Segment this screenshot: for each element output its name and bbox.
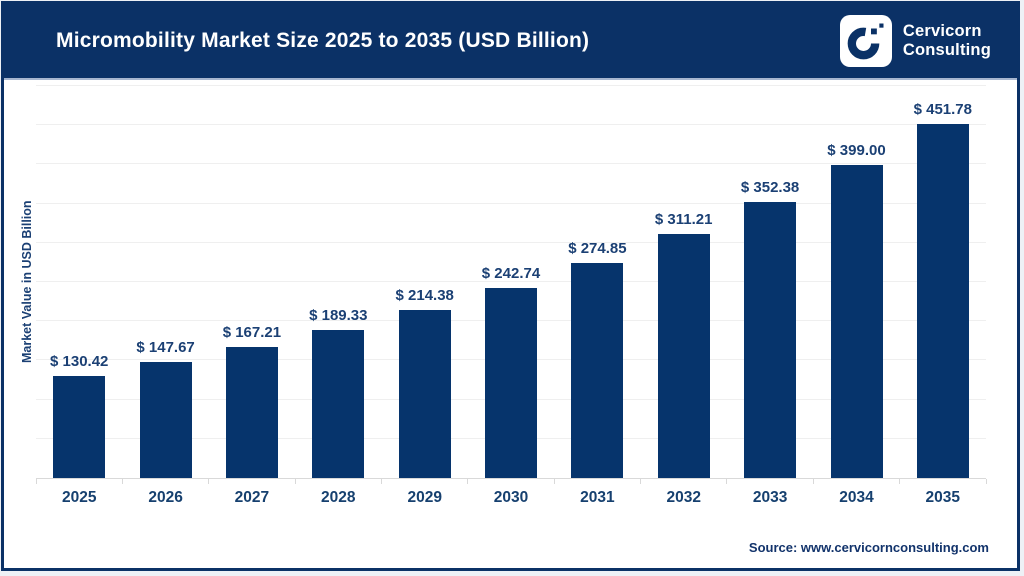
logo-text: Cervicorn Consulting: [903, 22, 991, 60]
gridline: [36, 281, 986, 282]
x-axis-tick: [985, 479, 987, 484]
logo-text-line1: Cervicorn: [902, 22, 982, 40]
bar: [225, 346, 278, 478]
y-axis-title: Market Value in USD Billion: [20, 200, 34, 364]
bar-value-label: $ 311.21: [654, 211, 713, 228]
bar-value-label: $ 451.78: [913, 100, 972, 118]
bar-value-label: $ 167.21: [222, 323, 282, 341]
x-axis-label: 2026: [148, 489, 183, 506]
x-axis-tick: [726, 479, 728, 484]
x-axis-tick: [553, 479, 555, 484]
x-axis-label: 2031: [580, 489, 615, 506]
gridline: [36, 163, 986, 165]
x-axis-label: 2030: [493, 489, 529, 506]
logo-text-line2: Consulting: [902, 41, 991, 59]
gridline: [36, 85, 986, 86]
source-note: Source: www.cervicornconsulting.com: [748, 540, 989, 555]
bar-value-label: $ 274.85: [568, 239, 627, 257]
bar: [139, 362, 192, 478]
x-axis-label: 2025: [61, 489, 97, 506]
x-axis-label: 2028: [321, 489, 356, 506]
bar: [657, 234, 710, 478]
gridline: [36, 202, 986, 204]
cervicorn-logo-icon: [839, 15, 892, 67]
x-axis-label: 2035: [925, 489, 961, 506]
gridline: [36, 241, 986, 243]
x-axis-tick: [899, 479, 901, 484]
x-axis-label: 2034: [839, 489, 874, 506]
bar: [744, 201, 797, 478]
gridline: [36, 124, 986, 126]
bar-value-label: $ 399.00: [827, 142, 886, 160]
x-axis-tick: [208, 479, 210, 484]
bar-value-label: $ 130.42: [50, 352, 109, 370]
x-axis-line: [36, 478, 986, 479]
x-axis-tick: [121, 479, 123, 484]
bar-value-label: $ 352.38: [740, 178, 800, 196]
bar: [398, 309, 451, 478]
bar: [53, 375, 106, 478]
bar: [830, 165, 883, 478]
x-axis-label: 2029: [407, 489, 442, 506]
x-axis-tick: [294, 479, 296, 484]
bar: [312, 329, 365, 478]
bar-value-label: $ 242.74: [481, 264, 541, 282]
plot-area: $ 130.42 2025 $ 147.67 2026 $ 167.21 2027 $ 18…: [35, 85, 987, 506]
bar-value-label: $ 214.38: [395, 286, 454, 304]
bar: [571, 262, 624, 478]
chart-title: Micromobility Market Size 2025 to 2035 (…: [56, 29, 590, 52]
x-axis-tick: [812, 479, 814, 484]
x-axis-label: 2032: [666, 489, 701, 506]
x-axis-tick: [381, 479, 382, 484]
x-axis-label: 2033: [752, 489, 788, 506]
cervicorn-logo: Cervicorn Consulting: [839, 15, 991, 67]
x-axis-tick: [35, 479, 37, 484]
bar: [916, 123, 969, 478]
x-axis-label: 2027: [234, 489, 270, 506]
x-axis-tick: [467, 479, 469, 484]
header-bar: Micromobility Market Size 2025 to 2035 (…: [4, 4, 1017, 80]
bar: [485, 287, 537, 478]
chart-area: Market Value in USD Billion $ 130.42 2025…: [4, 80, 1017, 568]
bar-value-label: $ 147.67: [136, 339, 195, 357]
bar-value-label: $ 189.33: [309, 306, 368, 324]
x-axis-tick: [640, 479, 641, 484]
